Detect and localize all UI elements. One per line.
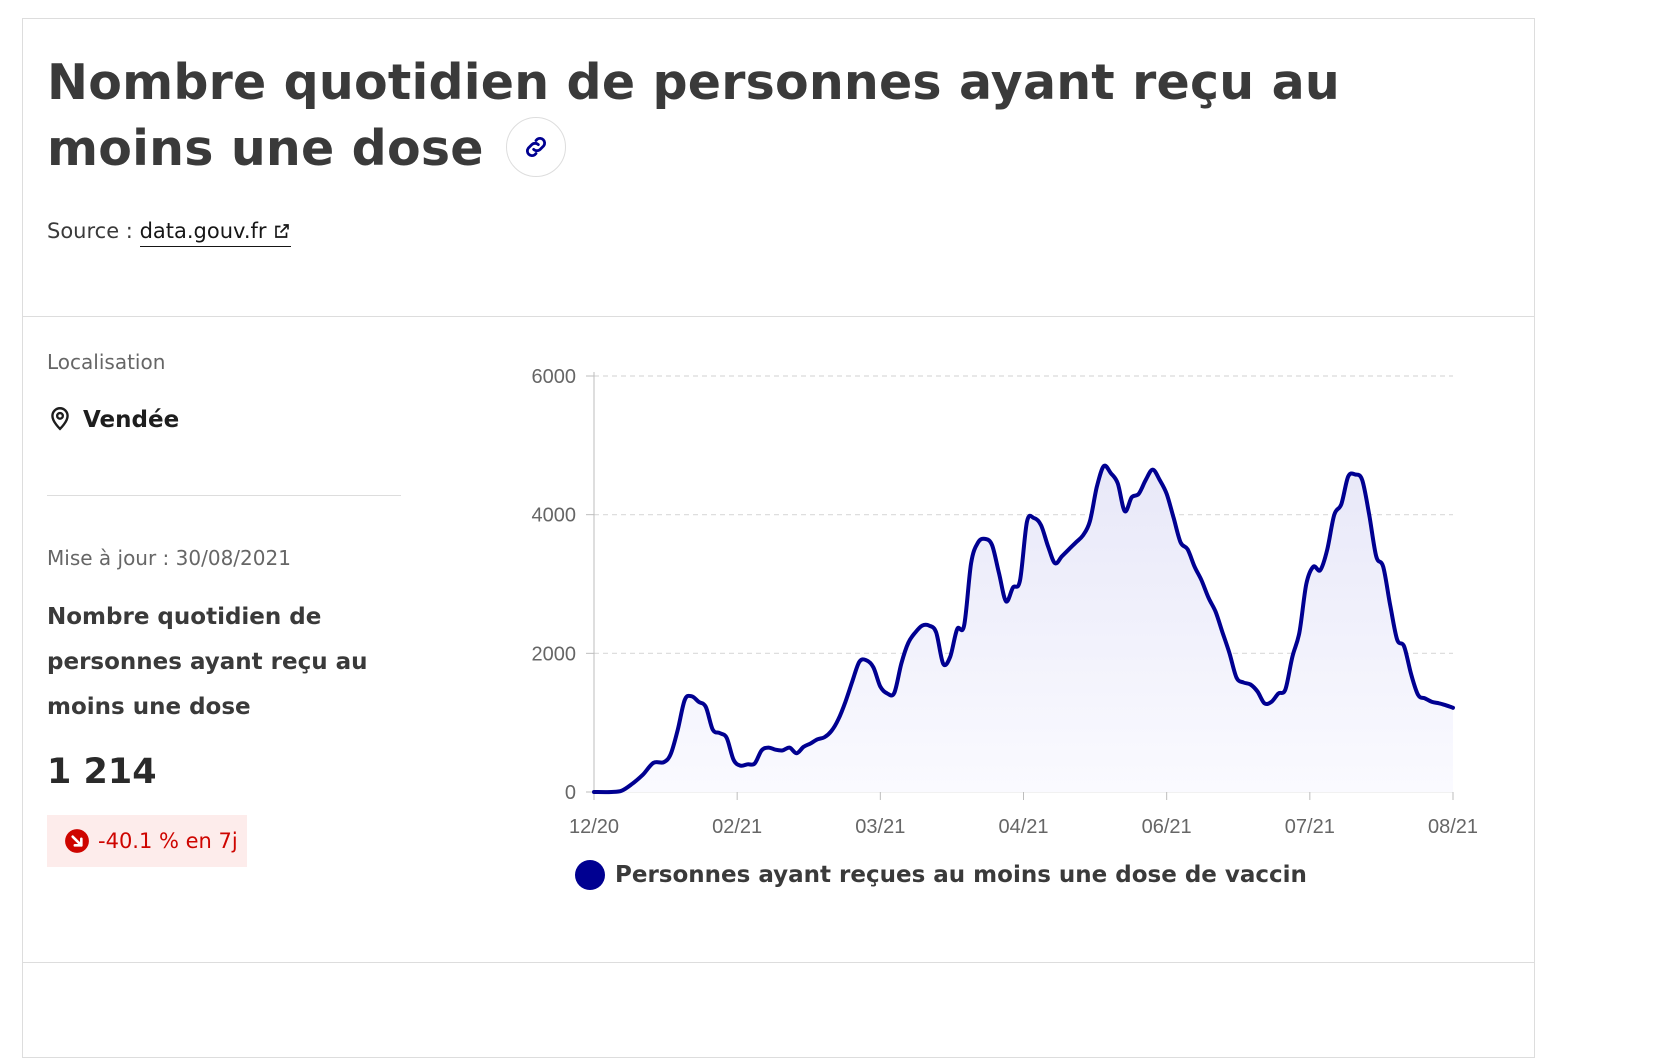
card-divider-bottom [23, 962, 1534, 963]
x-tick-label: 07/21 [1285, 816, 1335, 838]
location-name: Vendée [83, 407, 180, 433]
x-tick-label: 06/21 [1142, 816, 1192, 838]
sidebar-divider [47, 495, 401, 496]
y-tick-label: 2000 [532, 643, 577, 665]
indicator-title: Nombre quotidien de personnes ayant reçu… [47, 604, 368, 720]
chart-area: 0 2000 4000 6000 12/20 02/21 03/21 04/21 06/21 07… [480, 330, 1510, 854]
y-tick-label: 6000 [532, 366, 577, 388]
trend-badge: -40.1 % en 7j [47, 815, 247, 867]
trend-text: -40.1 % en 7j [98, 829, 238, 853]
indicator-value: 1 214 [47, 752, 157, 792]
card-divider-top [23, 316, 1534, 317]
chart-legend: Personnes ayant reçues au moins une dose… [575, 860, 1307, 890]
legend-swatch [575, 860, 605, 890]
source-link-text: data.gouv.fr [139, 219, 267, 243]
x-tick-label: 03/21 [855, 816, 905, 838]
series-area [594, 465, 1453, 793]
page-title: Nombre quotidien de personnes ayant reçu… [47, 54, 1340, 177]
series-line [592, 463, 1455, 795]
source-label: Source : [47, 219, 140, 243]
update-date: Mise à jour : 30/08/2021 [47, 546, 291, 570]
y-tick-label: 0 [565, 782, 576, 804]
y-tick-label: 4000 [532, 505, 577, 527]
location-value[interactable]: Vendée [47, 404, 179, 433]
area-chart[interactable]: 0 2000 4000 6000 12/20 02/21 03/21 04/21 06/21 07… [480, 330, 1510, 850]
legend-label: Personnes ayant reçues au moins une dose… [615, 862, 1307, 888]
external-link-icon [274, 224, 289, 238]
x-tick-label: 08/21 [1428, 816, 1478, 838]
map-pin-icon [51, 407, 69, 431]
x-tick-label: 02/21 [712, 816, 762, 838]
arrow-down-right-icon [65, 829, 89, 853]
source-link[interactable]: data.gouv.fr [139, 219, 291, 247]
source-line: Source : data.gouv.fr [47, 219, 291, 247]
x-tick-label: 04/21 [998, 816, 1048, 838]
copy-link-button[interactable] [505, 116, 566, 177]
location-label: Localisation [47, 350, 166, 374]
link-icon [525, 136, 546, 157]
x-tick-label: 12/20 [569, 816, 619, 838]
